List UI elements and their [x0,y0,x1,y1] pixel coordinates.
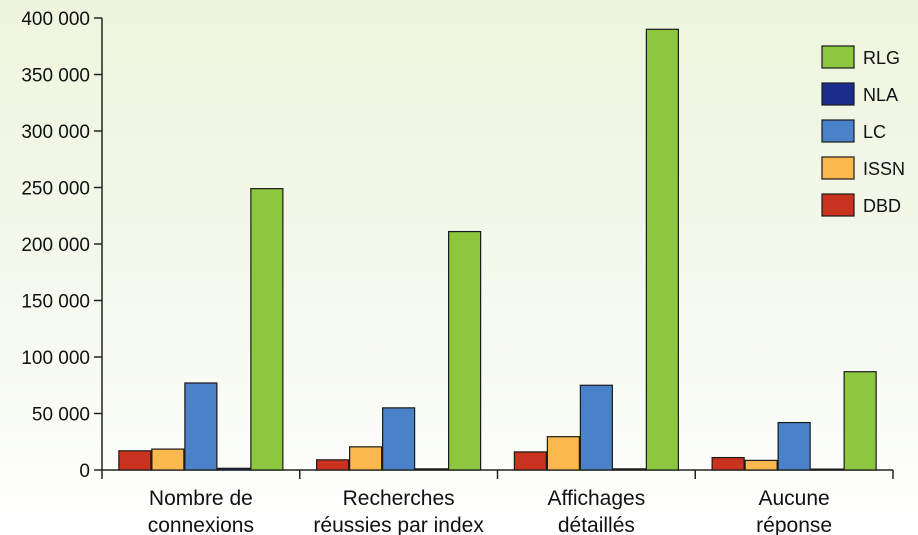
legend-label: LC [863,122,886,142]
bar-lc [777,421,811,471]
bar-lc [579,384,613,471]
category-label: réponse [756,514,832,535]
legend-label: RLG [863,48,900,68]
bar-nla [612,468,646,471]
bar-dbd [513,451,547,471]
category-label: connexions [148,514,254,535]
y-tick-label: 0 [79,461,90,482]
legend-label: NLA [863,85,898,105]
bar-issn [151,448,185,471]
bar-issn [546,436,580,471]
bar-nla [415,468,449,471]
bar-rlg [250,188,284,471]
y-tick-label: 350 000 [21,66,90,87]
y-tick-label: 50 000 [32,405,90,426]
legend-swatch [821,82,855,106]
category-label: Recherches [343,487,455,510]
y-tick-label: 250 000 [21,179,90,200]
bar-nla [810,468,844,471]
y-tick-label: 150 000 [21,292,90,313]
y-tick-label: 200 000 [21,235,90,256]
category-label: détaillés [558,514,635,535]
bar-issn [349,446,383,471]
category-label: Affichages [548,487,646,510]
bar-dbd [316,459,350,471]
legend-swatch [821,156,855,180]
legend-swatch [821,119,855,143]
legend-swatch [821,45,855,69]
category-label: réussies par index [313,514,484,535]
category-label: Aucune [759,487,830,510]
legend-label: DBD [863,196,901,216]
bar-rlg [645,28,679,471]
y-tick-label: 400 000 [21,9,90,30]
bar-rlg [843,371,877,471]
legend-label: ISSN [863,159,905,179]
bar-nla [217,467,251,471]
bar-lc [184,382,218,471]
bar-lc [382,407,416,471]
legend-swatch [821,193,855,217]
y-tick-label: 100 000 [21,348,90,369]
bar-dbd [118,450,152,471]
bar-rlg [448,230,482,471]
y-tick-label: 300 000 [21,122,90,143]
bar-issn [744,459,778,471]
category-label: Nombre de [149,487,253,510]
bar-dbd [711,456,745,471]
